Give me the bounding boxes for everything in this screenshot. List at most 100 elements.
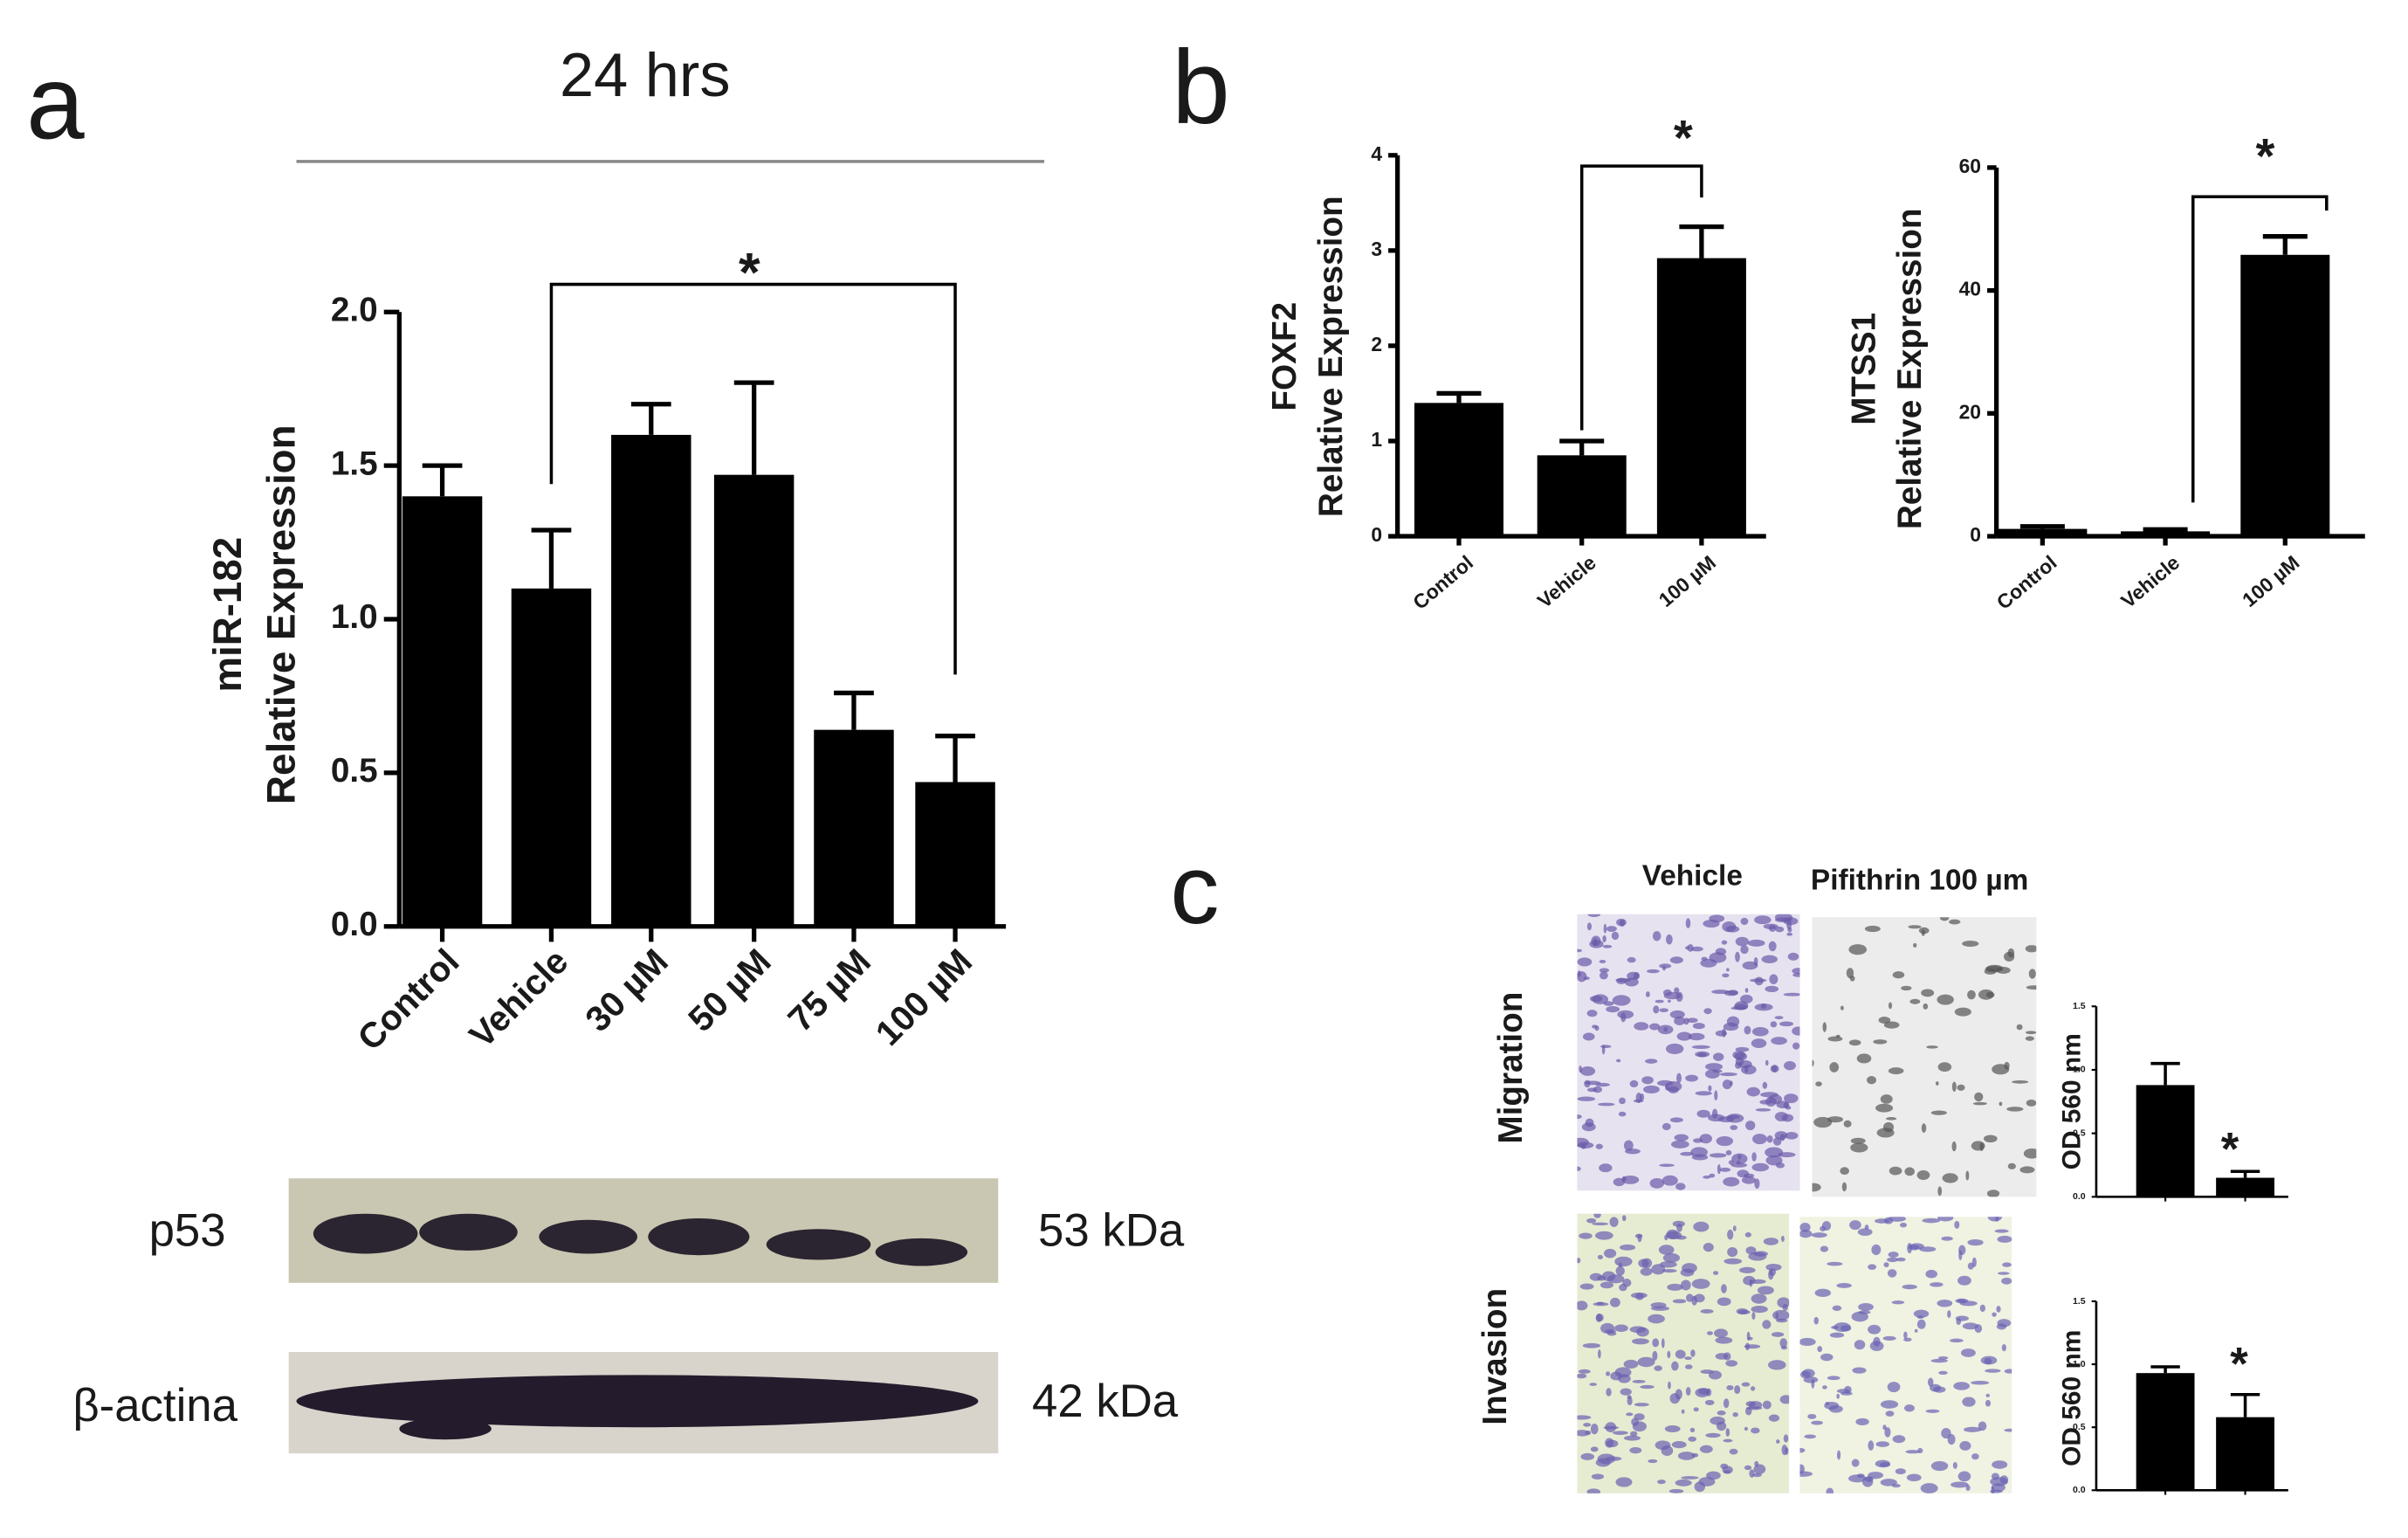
cell: [1967, 1262, 1974, 1270]
cell: [1717, 1410, 1726, 1416]
cell: [1889, 1166, 1902, 1176]
cell: [1745, 1121, 1756, 1131]
cell: [1941, 1427, 1951, 1439]
y-axis-label: OD 560 nm: [2057, 1033, 2086, 1169]
cell: [1835, 1034, 1840, 1038]
y-tick-label: 0.0: [331, 906, 378, 943]
cell: [1675, 1235, 1687, 1240]
error-bar: [1679, 224, 1724, 259]
cell: [1762, 1081, 1768, 1089]
error-bar: [935, 734, 975, 783]
cell: [1848, 1474, 1867, 1483]
cell: [1930, 1282, 1944, 1287]
cell: [1703, 1008, 1712, 1015]
cell: [1779, 1021, 1794, 1027]
cell: [1676, 1224, 1683, 1232]
cell: [1978, 989, 1994, 1000]
cell: [1752, 1134, 1767, 1145]
cell: [1621, 1215, 1627, 1222]
cell: [1840, 1005, 1844, 1010]
cell: [1895, 1468, 1906, 1475]
blot-size: 42 kDa: [1032, 1376, 1179, 1427]
cell: [1921, 1123, 1927, 1134]
cell: [1867, 1075, 1876, 1085]
cell: [1849, 1220, 1861, 1231]
cell: [1598, 1349, 1601, 1359]
y-tick-label: 0.0: [2073, 1485, 2086, 1495]
cell: [1649, 1177, 1665, 1189]
significance-marker: *: [2255, 128, 2274, 183]
cell: [1783, 992, 1800, 997]
cell: [1629, 1326, 1647, 1334]
cell: [1925, 1269, 1937, 1279]
cell: [1986, 1190, 2000, 1197]
micrograph-texture: [1812, 917, 2037, 1197]
cell: [1745, 1406, 1763, 1410]
x-tick-label: 100 µM: [868, 941, 980, 1052]
cell: [1951, 1081, 1957, 1093]
cell: [1971, 1381, 1990, 1385]
cell: [1954, 1220, 1960, 1229]
cell: [1822, 1022, 1827, 1032]
cell: [1676, 1031, 1692, 1041]
cell: [1618, 1262, 1622, 1268]
cell: [1606, 1388, 1612, 1397]
cell: [1991, 1483, 2006, 1492]
cell: [1955, 1298, 1969, 1304]
y-tick-label: 2.0: [331, 291, 378, 328]
cell: [1605, 1329, 1616, 1334]
cell: [1696, 1109, 1710, 1118]
error-bar: [834, 690, 874, 730]
cell: [1624, 977, 1639, 987]
cell: [1909, 998, 1921, 1004]
cell: [1693, 1293, 1705, 1303]
cell: [1721, 1284, 1727, 1293]
cell: [1695, 1051, 1710, 1058]
cell: [1659, 1261, 1677, 1268]
cell: [1841, 1182, 1847, 1192]
cell: [1713, 1052, 1724, 1061]
cell: [1908, 925, 1922, 929]
cell: [1935, 1081, 1939, 1086]
cell: [1717, 1297, 1731, 1307]
cell: [1880, 1094, 1893, 1104]
cell: [1689, 1427, 1696, 1433]
cell: [1740, 994, 1753, 1004]
cell: [1711, 990, 1730, 995]
cell: [1661, 1445, 1674, 1457]
cell: [1674, 987, 1680, 994]
cell: [1887, 1257, 1899, 1263]
cell: [1923, 1003, 1929, 1010]
cell: [1714, 1090, 1718, 1101]
cell: [1668, 999, 1671, 1003]
cell: [1770, 1021, 1778, 1028]
cell: [1972, 1101, 1988, 1106]
cell: [1648, 1459, 1658, 1464]
cell: [1606, 1371, 1611, 1376]
cell: [2028, 969, 2036, 979]
cell: [1768, 1268, 1777, 1277]
cell: [1843, 1120, 1852, 1128]
cell: [1589, 995, 1603, 1003]
cell: [1667, 1283, 1683, 1291]
cell: [2012, 1079, 2029, 1084]
cell: [1792, 968, 1800, 975]
cell: [1799, 1222, 1811, 1232]
cell: [1617, 1374, 1631, 1383]
cell: [1731, 1153, 1748, 1164]
cell: [2026, 985, 2037, 990]
cell: [1589, 1383, 1597, 1386]
cell: [2025, 1031, 2037, 1035]
error-bar: [531, 528, 572, 589]
column-label: Pifithrin 100 µm: [1811, 865, 2028, 897]
cell: [1738, 1266, 1756, 1273]
cell: [1599, 971, 1608, 980]
cell: [1779, 1338, 1787, 1348]
cell: [1783, 1102, 1789, 1109]
cell: [1822, 1385, 1827, 1390]
cell: [1749, 1469, 1755, 1478]
cell: [1735, 1061, 1742, 1069]
cell: [1662, 1252, 1681, 1263]
cell: [1732, 1412, 1738, 1417]
